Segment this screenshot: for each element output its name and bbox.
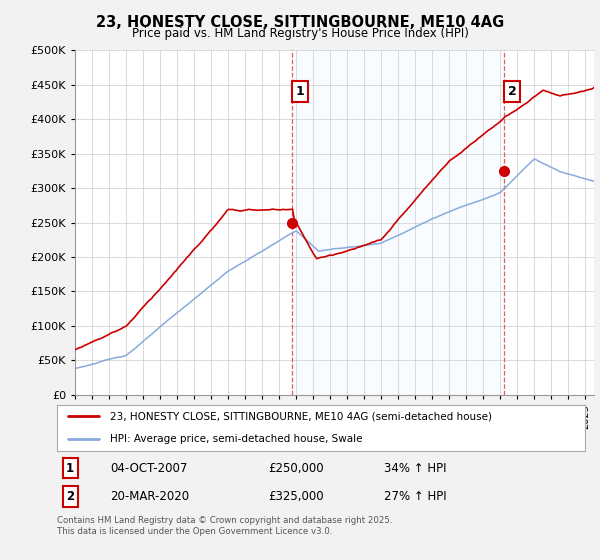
Text: 27% ↑ HPI: 27% ↑ HPI: [385, 490, 447, 503]
Text: £250,000: £250,000: [268, 461, 324, 475]
Text: 34% ↑ HPI: 34% ↑ HPI: [385, 461, 447, 475]
Text: 23, HONESTY CLOSE, SITTINGBOURNE, ME10 4AG: 23, HONESTY CLOSE, SITTINGBOURNE, ME10 4…: [96, 15, 504, 30]
Text: 2: 2: [66, 490, 74, 503]
Bar: [292, 50, 504, 395]
Text: 2: 2: [508, 85, 517, 98]
Text: Contains HM Land Registry data © Crown copyright and database right 2025.
This d: Contains HM Land Registry data © Crown c…: [57, 516, 392, 536]
Text: HPI: Average price, semi-detached house, Swale: HPI: Average price, semi-detached house,…: [110, 435, 362, 444]
Text: Price paid vs. HM Land Registry's House Price Index (HPI): Price paid vs. HM Land Registry's House …: [131, 27, 469, 40]
Text: 23, HONESTY CLOSE, SITTINGBOURNE, ME10 4AG (semi-detached house): 23, HONESTY CLOSE, SITTINGBOURNE, ME10 4…: [110, 412, 492, 421]
Text: £325,000: £325,000: [268, 490, 324, 503]
Text: 1: 1: [66, 461, 74, 475]
Text: 1: 1: [295, 85, 304, 98]
Text: 20-MAR-2020: 20-MAR-2020: [110, 490, 189, 503]
Text: 04-OCT-2007: 04-OCT-2007: [110, 461, 187, 475]
